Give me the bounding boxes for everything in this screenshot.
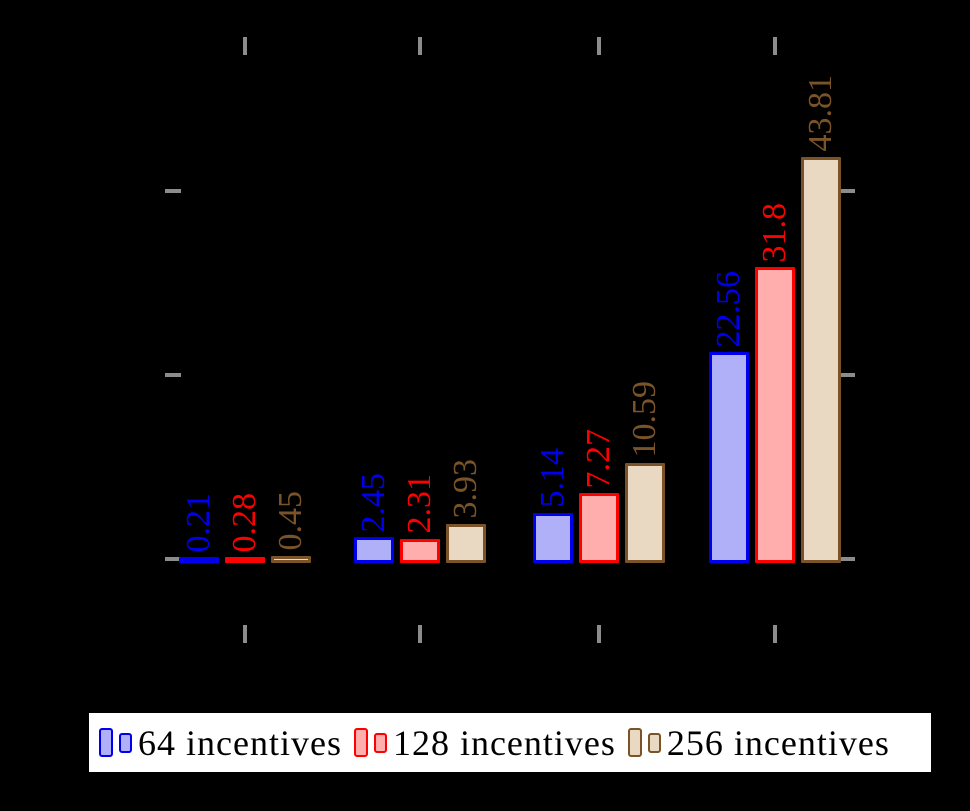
bar-value-label: 2.31 xyxy=(401,474,438,534)
bar-series1-group3 xyxy=(532,512,573,563)
bar-series2-group2 xyxy=(400,538,440,563)
bar-value-label: 3.93 xyxy=(447,459,484,519)
bar-value-label: 2.45 xyxy=(355,472,392,533)
y-tick-left-1 xyxy=(165,373,181,377)
bar-value-label: 5.14 xyxy=(533,448,571,508)
bar-series2-group3 xyxy=(578,493,619,563)
bar-value-label: 0.21 xyxy=(179,492,217,553)
legend-label: 256 incentives xyxy=(666,722,890,763)
legend-entry-256-incentives: 256 incentives xyxy=(627,722,890,764)
bar-series3-group3 xyxy=(624,462,665,563)
legend-entry-128-incentives: 128 incentives xyxy=(353,722,616,764)
bar-value-label: 10.59 xyxy=(625,381,663,458)
bar-value-label: 7.27 xyxy=(579,428,617,489)
legend-swatch-icon xyxy=(373,732,387,753)
legend: 64 incentives 128 incentives 256 incentive… xyxy=(88,712,932,773)
bar-series2-group4 xyxy=(755,267,795,563)
x-tick-bottom-3 xyxy=(596,625,601,643)
x-tick-top-3 xyxy=(596,37,601,55)
bar-series3-group2 xyxy=(446,523,486,563)
bar-value-label: 31.8 xyxy=(756,202,793,263)
x-tick-top-1 xyxy=(242,37,247,55)
legend-swatch-icon xyxy=(627,728,642,757)
x-tick-bottom-2 xyxy=(418,625,422,643)
y-tick-left-2 xyxy=(165,189,181,193)
legend-swatch-icon xyxy=(353,728,368,757)
y-tick-right-1 xyxy=(839,373,855,377)
y-tick-right-2 xyxy=(839,189,855,193)
bar-value-label: 22.56 xyxy=(710,270,747,348)
legend-swatch-icon xyxy=(99,728,113,757)
bar-series2-group1 xyxy=(224,557,265,563)
y-tick-left-0 xyxy=(165,557,181,561)
bar-value-label: 0.28 xyxy=(225,492,263,553)
x-tick-bottom-1 xyxy=(242,625,247,643)
legend-label: 64 incentives xyxy=(138,722,342,763)
bar-series1-group4 xyxy=(709,352,749,563)
x-tick-top-2 xyxy=(418,37,422,55)
x-tick-top-4 xyxy=(773,37,777,55)
legend-entry-64-incentives: 64 incentives xyxy=(99,722,342,764)
legend-swatch-icon xyxy=(119,732,132,753)
bar-value-label: 43.81 xyxy=(802,75,839,152)
bar-series3-group4 xyxy=(801,156,841,563)
bar-series1-group1 xyxy=(178,557,219,563)
bar-series1-group2 xyxy=(354,537,394,563)
bar-value-label: 0.45 xyxy=(271,491,309,551)
y-tick-right-0 xyxy=(839,557,855,561)
legend-swatch-icon xyxy=(647,732,661,753)
x-tick-bottom-4 xyxy=(773,625,777,643)
legend-label: 128 incentives xyxy=(392,722,616,763)
bar-series3-group1 xyxy=(270,555,311,563)
